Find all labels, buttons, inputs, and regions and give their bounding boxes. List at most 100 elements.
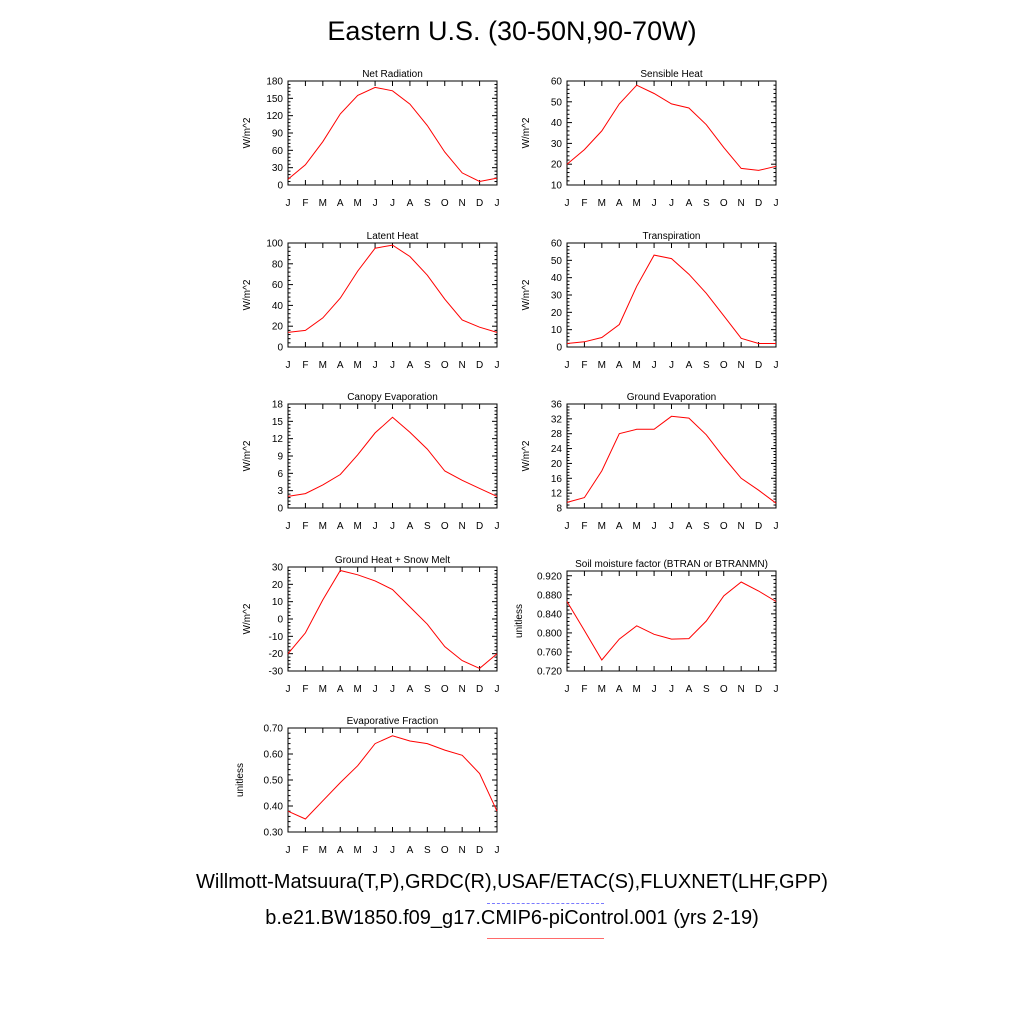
x-tick-label: O: [720, 521, 728, 532]
y-tick-label: 16: [551, 474, 563, 485]
y-tick-label: 0.30: [264, 828, 284, 839]
obs-legend-line: [487, 903, 604, 904]
chart-panel-7: Ground Heat + Snow Melt -30 -20 -10 0 10 20 30 J…: [242, 555, 500, 695]
y-tick-label: 90: [272, 129, 284, 140]
y-tick-label: 10: [551, 325, 563, 336]
x-tick-label: J: [652, 684, 657, 695]
plot-frame: [566, 403, 777, 509]
x-tick-label: A: [337, 521, 344, 532]
x-tick-label: J: [565, 521, 570, 532]
x-tick-label: A: [407, 845, 414, 856]
x-tick-label: O: [441, 360, 449, 371]
chart-title: Ground Evaporation: [627, 392, 717, 403]
x-tick-label: J: [774, 198, 779, 209]
x-tick-label: J: [390, 845, 395, 856]
y-tick-label: 180: [266, 77, 283, 88]
x-tick-label: F: [302, 198, 308, 209]
plot-frame: [566, 570, 777, 672]
y-tick-label: 0: [277, 615, 283, 626]
x-tick-label: D: [476, 360, 483, 371]
x-tick-label: M: [353, 198, 361, 209]
x-tick-label: N: [459, 360, 466, 371]
y-axis-label: W/m^2: [521, 117, 532, 148]
x-tick-label: A: [686, 198, 693, 209]
y-tick-label: 30: [551, 291, 563, 302]
chart-title: Latent Heat: [367, 231, 419, 242]
series-line-model: [287, 735, 498, 820]
y-axis-label: W/m^2: [242, 440, 253, 471]
x-tick-label: F: [302, 360, 308, 371]
series-line-model: [566, 254, 776, 344]
y-tick-label: 0: [277, 343, 283, 354]
x-tick-label: J: [495, 684, 500, 695]
x-tick-label: J: [669, 521, 674, 532]
x-tick-label: D: [476, 845, 483, 856]
series-line-model: [287, 569, 498, 669]
x-tick-label: J: [669, 198, 674, 209]
x-tick-label: O: [720, 360, 728, 371]
chart-title: Sensible Heat: [640, 69, 702, 80]
y-tick-label: 0.60: [264, 750, 284, 761]
x-tick-label: O: [441, 684, 449, 695]
y-tick-label: 40: [551, 118, 563, 129]
x-tick-label: F: [581, 521, 587, 532]
y-tick-label: 0.920: [537, 571, 562, 582]
x-tick-label: A: [616, 521, 623, 532]
y-tick-label: 10: [272, 597, 284, 608]
x-tick-label: J: [373, 198, 378, 209]
x-tick-label: A: [337, 360, 344, 371]
model-case-label: b.e21.BW1850.f09_g17.CMIP6-piControl.001…: [265, 907, 759, 929]
x-tick-label: J: [495, 360, 500, 371]
chart-panel-9: Evaporative Fraction 0.30 0.40 0.50 0.60 0.70…: [235, 716, 500, 856]
x-tick-label: J: [652, 360, 657, 371]
x-tick-label: A: [616, 684, 623, 695]
y-tick-label: 32: [551, 414, 563, 425]
y-tick-label: 9: [277, 452, 283, 463]
y-tick-label: 24: [551, 444, 563, 455]
x-tick-label: F: [302, 845, 308, 856]
x-tick-label: S: [703, 198, 710, 209]
x-tick-label: J: [373, 360, 378, 371]
x-tick-label: S: [703, 360, 710, 371]
y-tick-label: 50: [551, 97, 563, 108]
x-tick-label: N: [459, 198, 466, 209]
y-axis-label: unitless: [235, 763, 246, 797]
x-tick-label: J: [286, 845, 291, 856]
x-tick-label: M: [598, 684, 606, 695]
x-tick-label: J: [286, 684, 291, 695]
x-tick-label: J: [652, 521, 657, 532]
y-tick-label: 0.720: [537, 667, 562, 678]
x-tick-label: F: [581, 360, 587, 371]
y-tick-label: 0.40: [264, 802, 284, 813]
y-tick-label: 100: [266, 239, 283, 250]
x-tick-label: F: [302, 684, 308, 695]
y-tick-label: 20: [272, 580, 284, 591]
x-tick-label: M: [353, 684, 361, 695]
x-tick-label: M: [632, 684, 640, 695]
x-tick-label: M: [353, 521, 361, 532]
y-axis-label: W/m^2: [242, 117, 253, 148]
x-tick-label: J: [565, 684, 570, 695]
y-tick-label: -30: [269, 667, 284, 678]
y-tick-label: 30: [272, 163, 284, 174]
x-tick-label: S: [424, 684, 431, 695]
y-tick-label: 0.880: [537, 590, 562, 601]
x-tick-label: J: [390, 198, 395, 209]
y-tick-label: 0.50: [264, 776, 284, 787]
y-tick-label: 40: [272, 301, 284, 312]
y-tick-label: 0: [277, 181, 283, 192]
y-tick-label: 20: [551, 308, 563, 319]
x-tick-label: J: [774, 360, 779, 371]
x-tick-label: O: [720, 684, 728, 695]
x-tick-label: J: [373, 845, 378, 856]
x-tick-label: M: [598, 198, 606, 209]
x-tick-label: D: [476, 521, 483, 532]
series-line-model: [287, 244, 498, 333]
x-tick-label: M: [319, 198, 327, 209]
x-tick-label: M: [632, 360, 640, 371]
y-tick-label: 8: [556, 504, 562, 515]
x-tick-label: A: [616, 198, 623, 209]
series-line-model: [566, 84, 777, 171]
